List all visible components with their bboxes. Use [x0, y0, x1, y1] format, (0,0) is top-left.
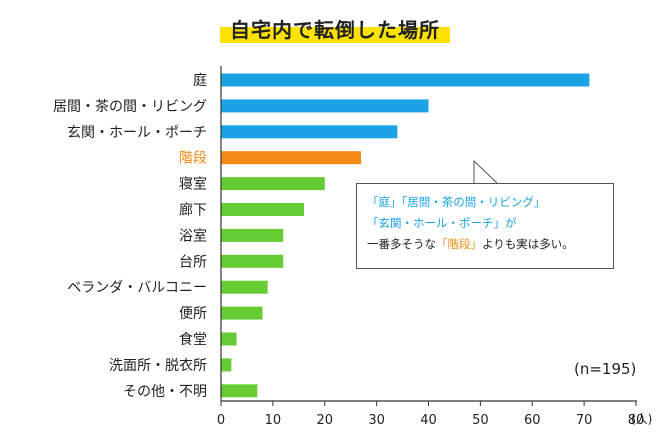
bar: [221, 384, 258, 398]
bars-layer: [221, 73, 590, 398]
category-label: 便所: [179, 306, 207, 322]
x-axis-unit-label: (人): [631, 412, 653, 426]
x-axis-ticks: 0 10 20 30 40 50 60 70 80: [217, 401, 644, 428]
annotation-line-3-highlight: 「階段」: [436, 237, 482, 251]
x-tick-label: 10: [265, 413, 282, 428]
category-label: 庭: [193, 72, 207, 89]
annotation-line-3: 一番多そうな「階段」よりも実は多い。: [367, 234, 603, 255]
x-tick-label: 40: [420, 413, 437, 428]
x-tick-label: 30: [368, 413, 385, 428]
annotation-line-3-pre: 一番多そうな: [367, 237, 436, 251]
category-label: ベランダ・バルコニー: [67, 280, 207, 296]
category-label: 食堂: [179, 331, 207, 348]
bar: [221, 177, 325, 191]
annotation-line-3-post: よりも実は多い。: [482, 237, 574, 251]
x-tick-label: 20: [316, 413, 333, 428]
chart-title-wrap: 自宅内で転倒した場所: [0, 14, 670, 43]
x-tick-label: 60: [524, 413, 541, 428]
category-label: 玄関・ホール・ポーチ: [67, 124, 207, 141]
bar: [221, 228, 284, 242]
x-tick-label: 50: [472, 413, 489, 428]
category-label: 寝室: [179, 176, 207, 193]
category-label: 廊下: [179, 202, 207, 219]
bar: [221, 254, 284, 268]
chart-title: 自宅内で転倒した場所: [220, 14, 450, 43]
category-labels: 庭居間・茶の間・リビング玄関・ホール・ポーチ階段寝室廊下浴室台所ベランダ・バルコ…: [53, 72, 207, 400]
annotation-box: 「庭」「居間・茶の間・リビング」 「玄関・ホール・ポーチ」が 一番多そうな「階段…: [356, 183, 614, 269]
category-label: 浴室: [179, 227, 207, 244]
x-tick-label: 70: [576, 413, 593, 428]
category-label: 居間・茶の間・リビング: [53, 99, 207, 115]
bar: [221, 151, 362, 165]
annotation-line-2: 「玄関・ホール・ポーチ」が: [367, 213, 603, 234]
bar: [221, 203, 304, 216]
annotation-line-2-text: 「玄関・ホール・ポーチ」が: [367, 216, 517, 230]
category-label: 階段: [179, 151, 207, 167]
x-tick-label: 80: [628, 413, 645, 428]
bar: [221, 125, 398, 139]
bar: [221, 99, 429, 113]
bar: [221, 358, 232, 372]
bar: [221, 332, 237, 346]
bar: [221, 280, 268, 294]
bar: [221, 306, 263, 320]
category-label: 洗面所・脱衣所: [109, 358, 207, 374]
category-label: その他・不明: [123, 384, 207, 400]
annotation-line-1: 「庭」「居間・茶の間・リビング」: [367, 195, 546, 209]
callout-pointer: [473, 159, 498, 184]
x-tick-label: 0: [217, 413, 225, 428]
category-label: 台所: [179, 254, 207, 270]
bar: [221, 73, 590, 87]
sample-size-label: (n=195): [574, 360, 637, 378]
